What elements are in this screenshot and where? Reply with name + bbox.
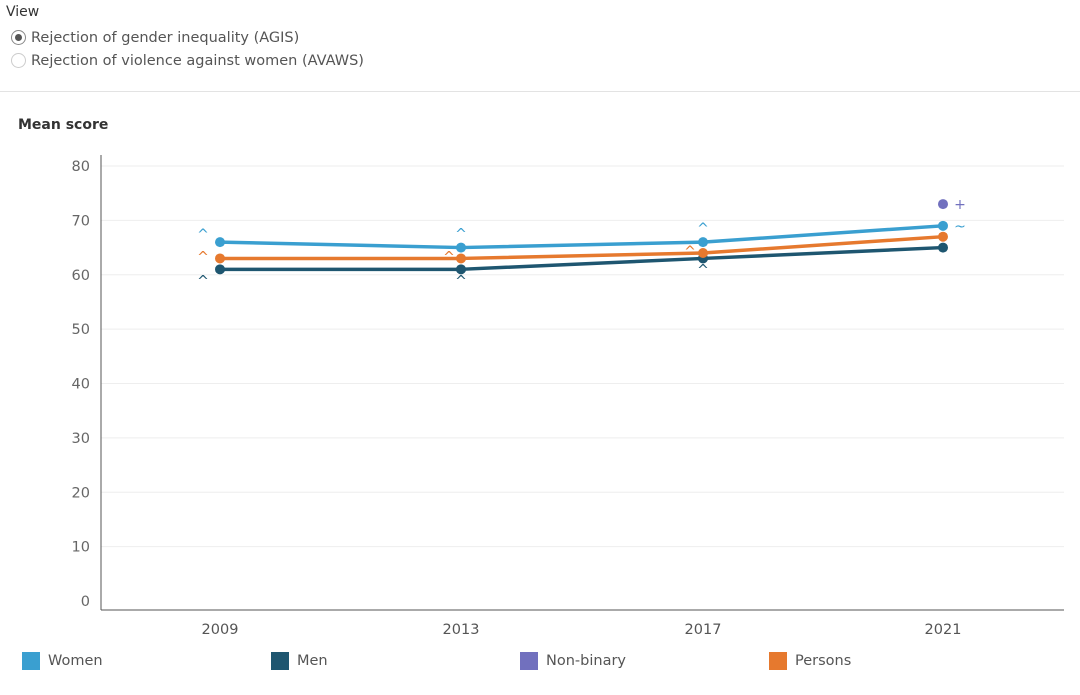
significance-marker: + [954,197,966,213]
y-tick-label: 30 [72,431,90,447]
radio-label-avaws: Rejection of violence against women (AVA… [31,52,364,69]
significance-marker: ^ [443,249,455,265]
radio-selected-icon[interactable] [11,30,26,45]
significance-marker: ^ [684,244,696,260]
legend-swatch-persons [769,652,787,670]
data-point-non-binary [938,199,948,210]
y-tick-label: 20 [72,485,90,501]
data-point-men [938,242,948,253]
x-tick-label: 2021 [925,622,962,638]
significance-marker: ^ [197,273,209,289]
y-tick-label: 70 [72,213,90,229]
legend-label-nonbinary: Non-binary [546,653,626,669]
divider [0,91,1080,92]
legend-item-men[interactable]: Men [271,652,328,670]
y-tick-label: 40 [72,377,90,393]
series-line-persons [220,234,944,261]
legend: Women Men Non-binary Persons [0,652,1080,676]
data-point-persons [938,231,948,242]
legend-item-persons[interactable]: Persons [769,652,851,670]
y-tick-label: 50 [72,322,90,338]
y-tick-label: 0 [81,594,90,610]
significance-marker: ^ [455,273,467,289]
data-point-men [456,264,466,275]
legend-swatch-women [22,652,40,670]
data-point-persons [215,253,225,264]
data-point-women [698,237,708,248]
series-line-women [219,224,944,250]
data-point-men [215,264,225,275]
data-point-women [215,237,225,248]
significance-marker: ^ [197,249,209,265]
legend-swatch-nonbinary [520,652,538,670]
data-point-women [938,220,948,231]
view-panel: View Rejection of gender inequality (AGI… [6,4,364,72]
significance-marker: ^ [697,262,709,278]
significance-marker: ^ [455,227,467,243]
legend-swatch-men [271,652,289,670]
x-tick-label: 2017 [685,622,722,638]
view-title: View [6,4,40,20]
y-tick-label: 60 [72,268,90,284]
radio-option-avaws[interactable]: Rejection of violence against women (AVA… [6,49,364,72]
significance-marker: ^ [197,227,209,243]
data-point-persons [456,253,466,264]
legend-label-men: Men [297,653,328,669]
y-tick-label: 80 [72,159,90,175]
x-tick-label: 2013 [443,622,480,638]
significance-marker: ~ [954,219,966,235]
legend-label-persons: Persons [795,653,852,669]
y-axis-label: Mean score [18,117,109,133]
data-point-persons [698,248,708,258]
series-line-men [220,245,944,272]
legend-item-women[interactable]: Women [22,652,103,670]
legend-label-women: Women [48,653,103,669]
y-tick-label: 10 [72,540,90,556]
legend-item-nonbinary[interactable]: Non-binary [520,652,626,670]
x-tick-label: 2009 [202,622,239,638]
radio-label-agis: Rejection of gender inequality (AGIS) [31,29,300,46]
significance-marker: ^ [697,221,709,237]
radio-unselected-icon[interactable] [11,53,26,68]
radio-option-agis[interactable]: Rejection of gender inequality (AGIS) [6,26,364,49]
data-point-women [456,242,466,253]
